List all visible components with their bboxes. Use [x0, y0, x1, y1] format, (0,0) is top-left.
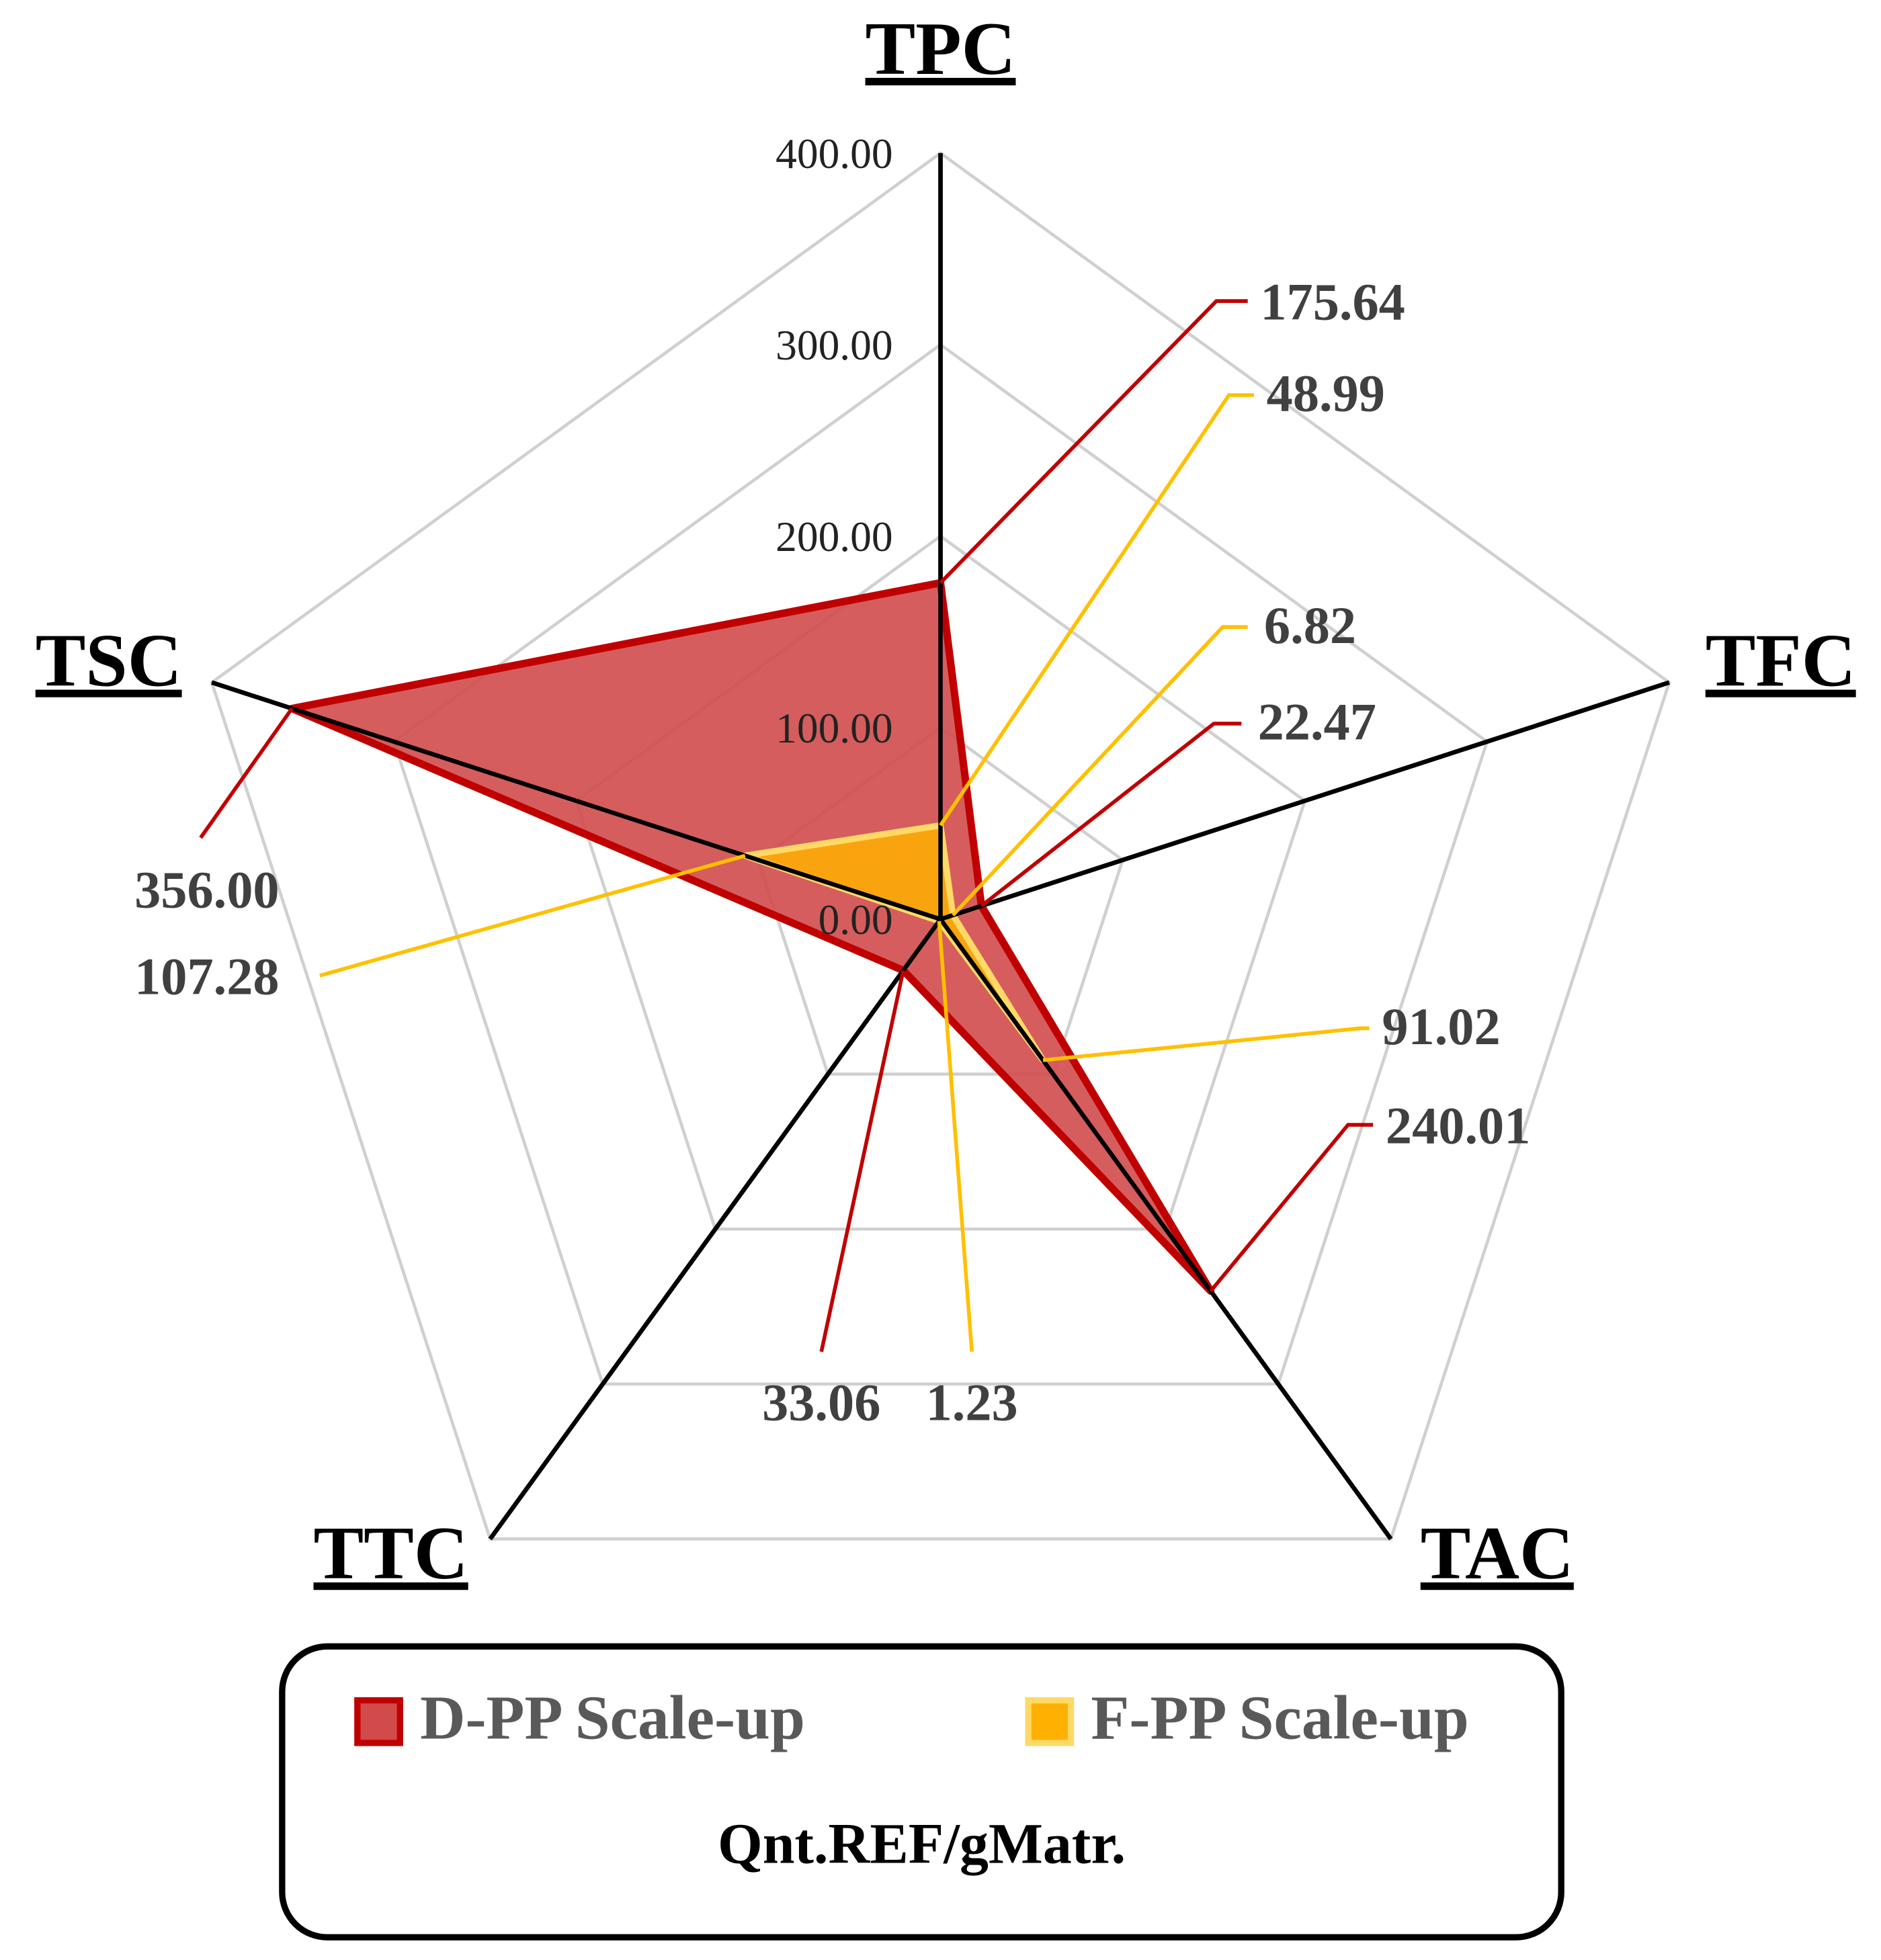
leader-line [319, 853, 746, 978]
data-label: 356.00 [134, 861, 279, 919]
axis-line [211, 680, 942, 922]
series-area [288, 579, 1215, 1295]
axis-label: TSC [36, 619, 182, 702]
plot: TPC TFC TAC TTC TSC 0.00 100.00 200.00 300.00 400… [36, 7, 1856, 1752]
axis-label: TFC [1706, 619, 1856, 702]
data-label: 1.23 [926, 1373, 1018, 1432]
legend-title: Qnt.REF/gMatr. [718, 1812, 1126, 1875]
data-label: 107.28 [134, 947, 279, 1005]
legend-swatch [354, 1697, 403, 1746]
data-label: 240.01 [1386, 1096, 1531, 1154]
leader-line [980, 722, 1242, 908]
leader-line [939, 393, 1254, 826]
r-tick-label: 0.00 [819, 896, 893, 943]
data-label: 33.06 [762, 1373, 880, 1432]
leader-line [937, 921, 974, 1352]
axis-label: TAC [1421, 1512, 1574, 1595]
leader-line [951, 625, 1248, 917]
grid-line [210, 151, 1671, 1541]
r-tick-label: 200.00 [776, 513, 892, 560]
legend-label: F-PP Scale-up [1091, 1683, 1468, 1752]
r-tick-label: 400.00 [776, 130, 892, 177]
data-label: 91.02 [1382, 997, 1500, 1056]
axis-label: TPC [866, 7, 1016, 91]
leader-line [939, 299, 1248, 585]
r-tick-label: 100.00 [776, 704, 892, 752]
legend-swatch [1025, 1697, 1075, 1746]
leader-line [1209, 1123, 1374, 1293]
data-label: 175.64 [1260, 272, 1405, 331]
data-label: 22.47 [1258, 692, 1376, 751]
data-label: 6.82 [1264, 596, 1356, 654]
legend-label: D-PP Scale-up [420, 1683, 805, 1752]
legend-box [279, 1643, 1564, 1941]
leader-line [819, 970, 905, 1353]
axis-line [488, 918, 943, 1541]
leader-line [1042, 1026, 1370, 1062]
leader-line [199, 707, 294, 839]
r-tick-label: 300.00 [776, 321, 892, 369]
axis-line [938, 918, 1393, 1541]
axis-label: TTC [313, 1512, 468, 1595]
axis-line [939, 680, 1670, 922]
data-label: 48.99 [1267, 364, 1385, 423]
